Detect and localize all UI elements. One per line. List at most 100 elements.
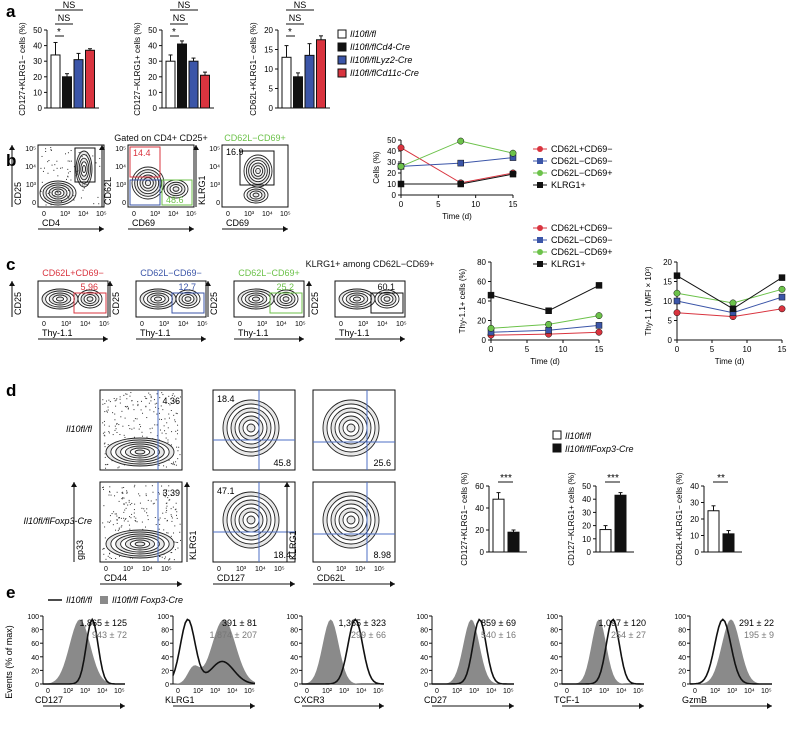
event-dot: [77, 170, 79, 172]
y-tick-label: 0: [392, 191, 397, 200]
x-tick-label: 10⁴: [356, 688, 367, 695]
event-dot: [176, 517, 178, 519]
y-tick-label: 10: [264, 65, 273, 74]
event-dot: [137, 405, 139, 407]
event-dot: [173, 532, 175, 534]
y-tick-label: 40: [420, 655, 428, 662]
bar: [304, 54, 315, 109]
event-dot: [103, 548, 105, 550]
event-dot: [126, 490, 128, 492]
event-dot: [134, 520, 136, 522]
x-tick-label: 10³: [61, 321, 72, 328]
data-point: [595, 282, 603, 289]
y-tick-label: 40: [387, 147, 396, 156]
contour-ring: [383, 296, 391, 302]
bar: [507, 531, 520, 553]
x-axis-label: TCF-1: [554, 695, 580, 705]
x-tick-label: 0: [238, 321, 242, 328]
event-dot: [145, 493, 147, 495]
event-dot: [114, 419, 116, 421]
x-tick-label: 10⁵: [396, 321, 407, 328]
event-dot: [141, 435, 143, 437]
event-dot: [162, 394, 164, 396]
legend-swatch: [337, 55, 347, 65]
event-dot: [122, 497, 124, 499]
y-tick-label: 0: [668, 336, 673, 345]
y-tick-label: 30: [387, 158, 396, 167]
event-dot: [102, 399, 104, 401]
event-dot: [150, 432, 152, 434]
series-line: [400, 140, 514, 167]
event-dot: [118, 466, 120, 468]
event-dot: [173, 461, 175, 463]
event-dot: [123, 497, 125, 499]
legend-label: Il10fl/flLyz2-Cre: [350, 55, 412, 65]
event-dot: [122, 491, 124, 493]
x-tick-label: 10³: [339, 688, 350, 695]
event-dot: [103, 505, 105, 507]
event-dot: [122, 425, 124, 427]
x-tick-label: 10⁵: [114, 688, 125, 695]
y-tick-label: 10³: [116, 182, 127, 189]
histogram-control: [432, 618, 514, 685]
event-dot: [125, 393, 127, 395]
event-dot: [106, 464, 108, 466]
y-tick-label: 20: [387, 169, 396, 178]
event-dot: [142, 528, 144, 530]
x-tick-label: 10⁴: [377, 321, 388, 328]
histogram-control: [302, 618, 385, 685]
y-tick-label: 60: [477, 278, 486, 287]
contour-ring: [255, 167, 261, 175]
x-tick-label: 0: [489, 345, 494, 354]
event-dot: [128, 499, 130, 501]
event-dot: [68, 197, 70, 199]
gate-value: 60.1: [377, 282, 395, 292]
event-dot: [56, 167, 58, 169]
histogram-foxp3cre: [432, 619, 514, 684]
y-tick-label: 10⁵: [115, 146, 126, 153]
event-dot: [123, 504, 125, 506]
event-dot: [146, 417, 148, 419]
event-dot: [86, 184, 88, 186]
x-arrowhead: [189, 226, 194, 232]
event-dot: [170, 552, 172, 554]
event-dot: [137, 403, 139, 405]
x-tick-label: 15: [778, 345, 787, 354]
x-axis-label: Time (d): [715, 357, 745, 366]
y-arrowhead: [107, 281, 113, 286]
x-axis-label: Thy-1.1: [339, 328, 370, 338]
series-line: [490, 284, 600, 312]
event-dot: [141, 521, 143, 523]
y-arrowhead: [284, 482, 290, 487]
y-tick-label: 0: [216, 200, 220, 207]
y-axis-label: CD25: [209, 292, 219, 315]
event-dot: [118, 500, 120, 502]
x-tick-label: 0: [339, 321, 343, 328]
event-dot: [118, 424, 120, 426]
legend-marker: [537, 237, 543, 243]
legend-label: CD62L−CD69−: [551, 156, 613, 166]
data-point: [457, 137, 465, 145]
x-tick-label: 0: [399, 200, 404, 209]
x-tick-label: 10⁵: [373, 688, 384, 695]
data-point: [595, 328, 603, 336]
event-dot: [82, 189, 84, 191]
event-dot: [119, 398, 121, 400]
event-dot: [131, 428, 133, 430]
y-tick-label: 50: [148, 26, 157, 35]
x-tick-label: 10⁵: [280, 211, 291, 218]
x-tick-label: 10²: [193, 688, 204, 695]
event-dot: [127, 407, 129, 409]
event-dot: [150, 397, 152, 399]
event-dot: [89, 154, 91, 156]
event-dot: [67, 195, 69, 197]
y-tick-label: 100: [546, 614, 558, 621]
event-dot: [57, 192, 59, 194]
event-dot: [155, 406, 157, 408]
y-tick-label: 40: [31, 655, 39, 662]
event-dot: [154, 424, 156, 426]
event-dot: [127, 405, 129, 407]
x-arrowhead: [283, 226, 288, 232]
histogram-control: [43, 617, 125, 685]
x-tick-label: 10³: [358, 321, 369, 328]
